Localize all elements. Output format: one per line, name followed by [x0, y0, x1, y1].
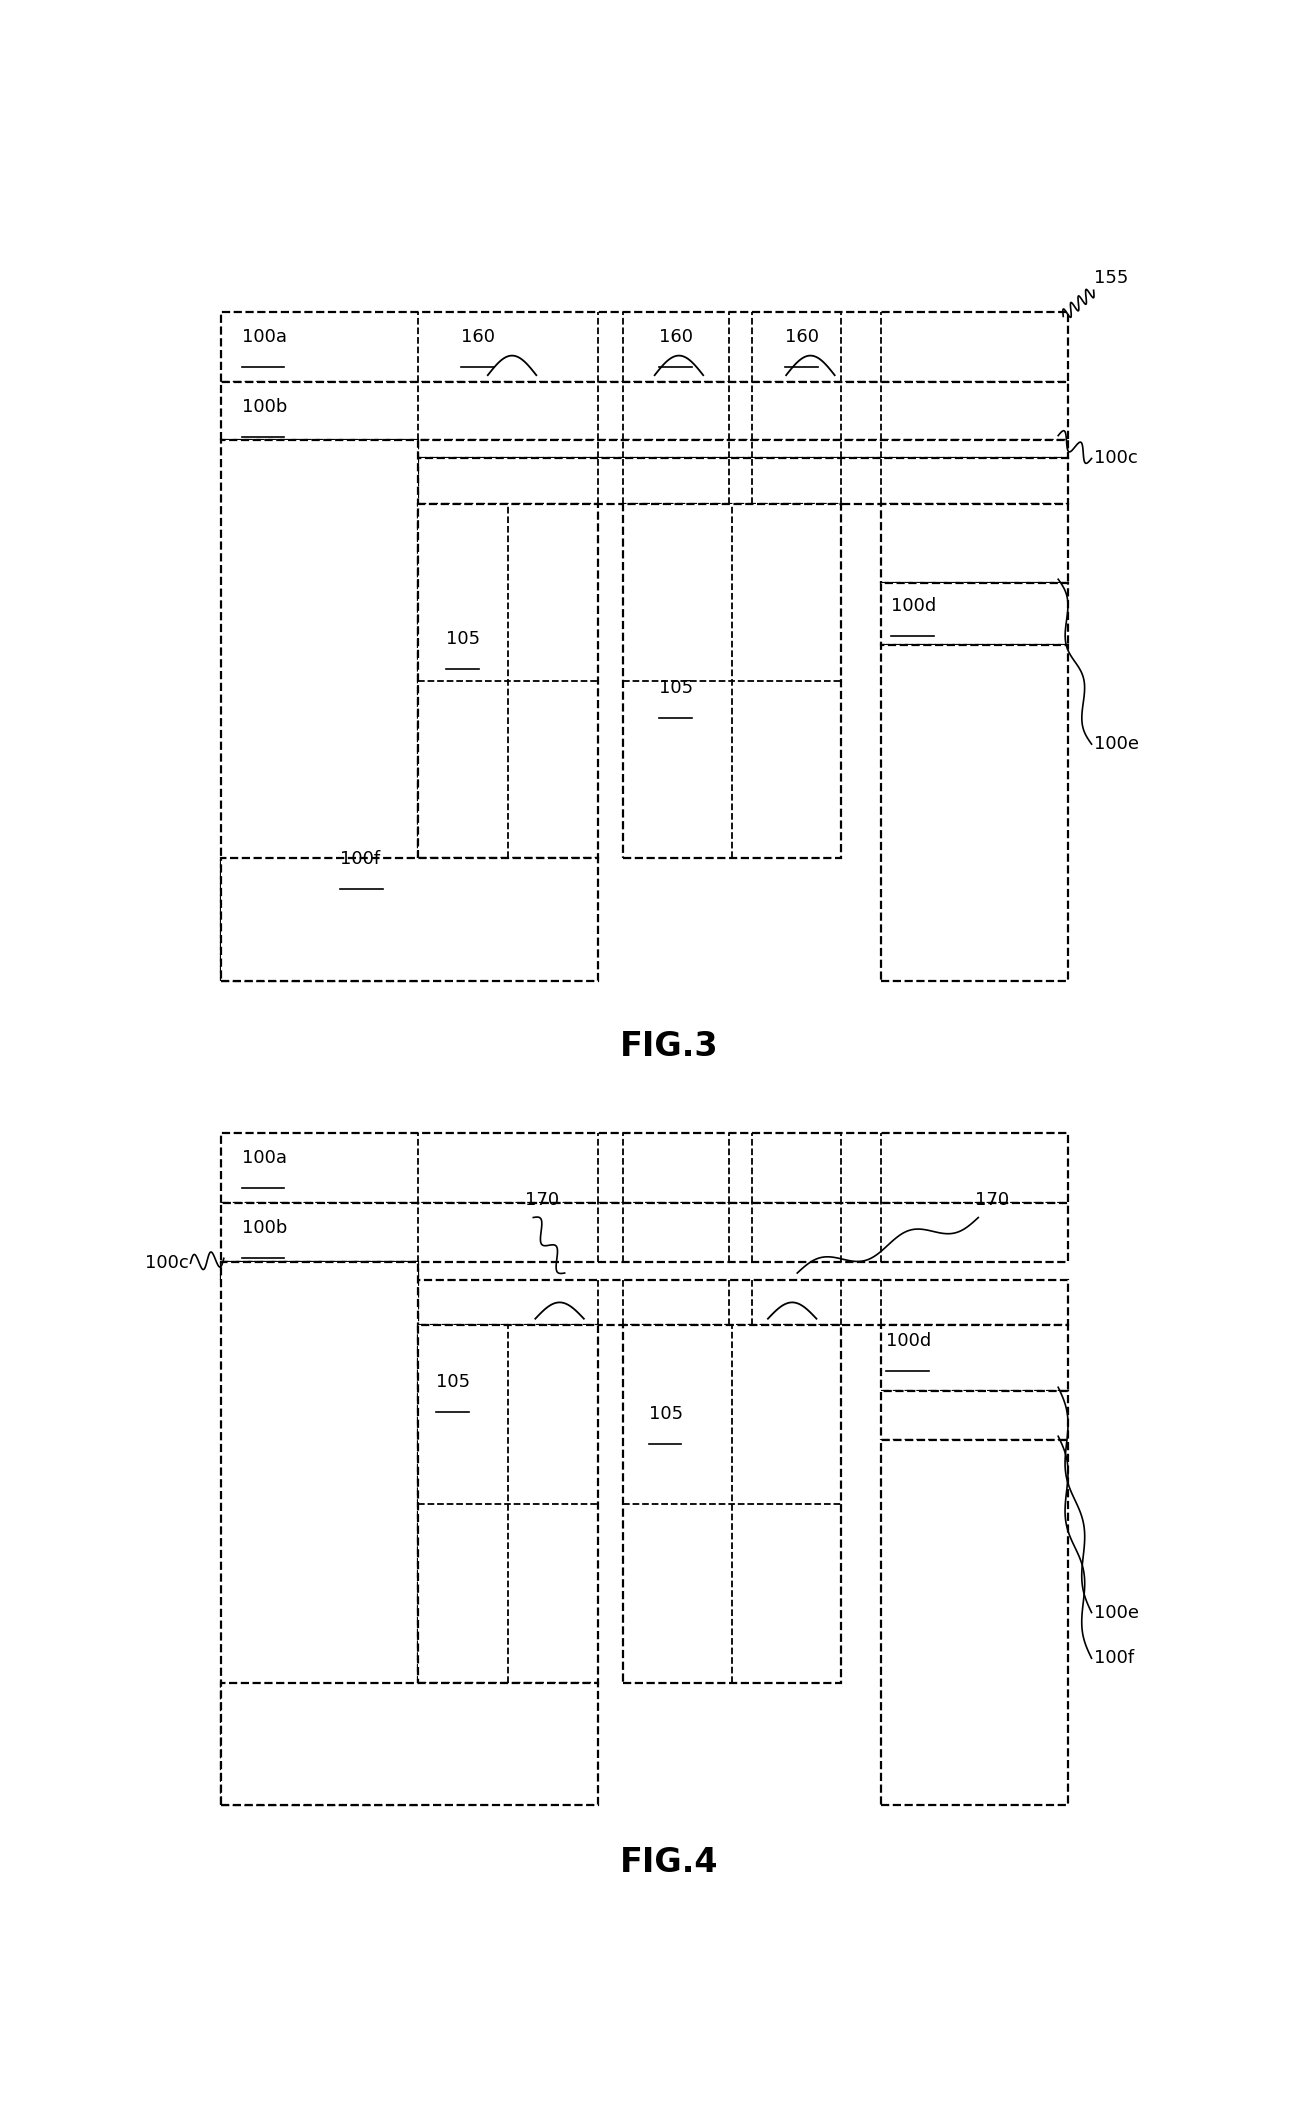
Text: 100e: 100e: [1094, 736, 1138, 753]
Bar: [418, 458, 1069, 505]
Text: 100a: 100a: [241, 329, 287, 346]
Bar: [418, 441, 1069, 458]
Bar: [881, 583, 1069, 644]
Bar: [221, 1683, 598, 1806]
Text: 100f: 100f: [341, 850, 380, 869]
Bar: [881, 1391, 1069, 1439]
Text: 105: 105: [659, 678, 693, 697]
Text: 105: 105: [436, 1372, 470, 1391]
Text: 170: 170: [975, 1191, 1009, 1208]
Text: 160: 160: [659, 329, 693, 346]
Text: 100d: 100d: [886, 1331, 932, 1350]
Text: 100a: 100a: [241, 1149, 287, 1166]
Text: 105: 105: [446, 630, 480, 649]
Text: 100b: 100b: [241, 1219, 287, 1238]
Bar: [624, 1325, 840, 1683]
Bar: [221, 382, 1069, 441]
Bar: [881, 1439, 1069, 1806]
Text: FIG.4: FIG.4: [620, 1847, 718, 1878]
Bar: [221, 312, 1069, 382]
Bar: [221, 1261, 418, 1806]
Text: 100c: 100c: [1094, 449, 1138, 466]
Bar: [881, 644, 1069, 982]
Text: 100c: 100c: [145, 1255, 188, 1272]
Text: 100b: 100b: [241, 399, 287, 416]
Text: 160: 160: [786, 329, 820, 346]
Text: FIG.3: FIG.3: [620, 1030, 718, 1062]
Bar: [624, 505, 840, 859]
Text: 155: 155: [1094, 269, 1128, 286]
Text: 170: 170: [525, 1191, 560, 1208]
Bar: [881, 505, 1069, 583]
Bar: [221, 1132, 1069, 1202]
Bar: [881, 1325, 1069, 1391]
Text: 100e: 100e: [1094, 1603, 1138, 1622]
Text: 100d: 100d: [891, 598, 937, 615]
Bar: [418, 505, 598, 859]
Text: 100f: 100f: [1094, 1649, 1134, 1666]
Bar: [418, 1325, 598, 1683]
Bar: [221, 1202, 1069, 1261]
Bar: [418, 1280, 1069, 1325]
Bar: [221, 441, 418, 982]
Text: 160: 160: [462, 329, 496, 346]
Bar: [221, 1261, 418, 1280]
Bar: [221, 859, 598, 982]
Text: 105: 105: [649, 1406, 683, 1423]
